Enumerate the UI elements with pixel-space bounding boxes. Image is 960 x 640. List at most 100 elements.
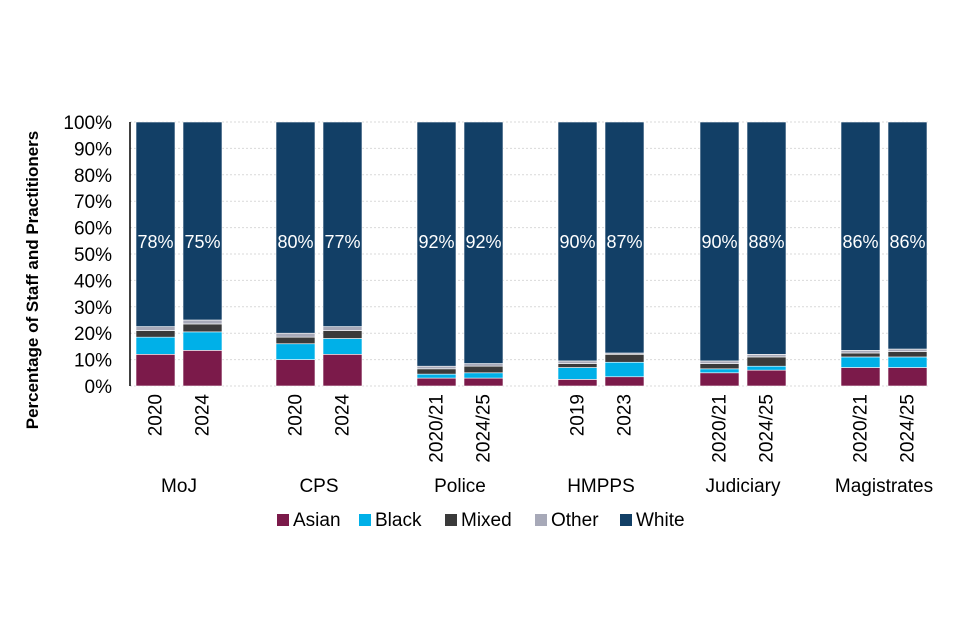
x-bar-label: 2020	[286, 394, 307, 436]
bar-segment-mixed	[275, 336, 316, 345]
bar-segment-other	[275, 332, 316, 338]
bar-segment-asian	[699, 372, 740, 387]
legend-swatch-asian	[277, 514, 289, 526]
y-tick-label: 50%	[74, 245, 112, 266]
bar-segment-black	[135, 336, 176, 355]
bar-segment-white	[604, 121, 645, 354]
legend-swatch-black	[359, 514, 371, 526]
y-tick-label: 40%	[74, 271, 112, 292]
bar-segment-black	[746, 365, 787, 371]
bar-segment-other	[135, 326, 176, 331]
bar-segment-other	[463, 363, 504, 367]
bar-segment-white	[135, 121, 176, 327]
white-share-label: 86%	[889, 232, 925, 252]
x-bar-label: 2024	[333, 394, 354, 437]
bar-segment-black	[604, 361, 645, 378]
bar-segment-other	[557, 360, 598, 364]
white-share-label: 78%	[137, 232, 173, 252]
bar-segment-white	[182, 121, 223, 321]
bar-segment-mixed	[840, 352, 881, 358]
y-tick-label: 80%	[74, 166, 112, 187]
x-bar-label: 2020/21	[710, 394, 731, 463]
bar-segment-black	[416, 373, 457, 379]
bar-segment-mixed	[322, 330, 363, 339]
x-bar-label: 2019	[568, 394, 589, 436]
legend-label: Black	[375, 510, 422, 531]
bar-segment-black	[557, 367, 598, 380]
legend: Asian Black Mixed Other White	[277, 510, 685, 531]
legend-swatch-other	[535, 514, 547, 526]
bar-segment-other	[182, 319, 223, 325]
y-axis-title: Percentage of Staff and Practitioners	[23, 131, 42, 430]
x-group-label: HMPPS	[567, 476, 635, 497]
bars: 78% 75% 80% 77% 92% 92% 90% 87% 90% 88% 86% 86%	[135, 121, 928, 387]
y-axis-ticks: 0% 10% 20% 30% 40% 50% 60% 70% 80% 90% 100%	[63, 113, 112, 398]
bar-segment-mixed	[604, 354, 645, 363]
white-share-label: 90%	[559, 232, 595, 252]
x-bar-label: 2023	[615, 394, 636, 436]
bar-segment-asian	[182, 350, 223, 387]
legend-label: Other	[551, 510, 599, 531]
bar-segment-mixed	[699, 363, 740, 370]
x-group-label: Judiciary	[706, 476, 781, 497]
x-group-label: Magistrates	[835, 476, 933, 497]
white-share-label: 90%	[701, 232, 737, 252]
bar-segment-other	[887, 348, 928, 352]
gridlines	[130, 121, 930, 387]
y-tick-label: 20%	[74, 324, 112, 345]
bar-segment-white	[557, 121, 598, 362]
bar-segment-other	[840, 350, 881, 354]
y-tick-label: 30%	[74, 298, 112, 319]
bar-segment-asian	[887, 367, 928, 387]
legend-label: Asian	[293, 510, 341, 531]
bar-segment-black	[463, 372, 504, 379]
bar-segment-mixed	[887, 351, 928, 358]
legend-label: Mixed	[461, 510, 512, 531]
bar-segment-white	[699, 121, 740, 362]
y-tick-label: 10%	[74, 351, 112, 372]
x-bar-label: 2020/21	[851, 394, 872, 463]
legend-label: White	[636, 510, 685, 531]
bar-segment-black	[699, 368, 740, 374]
x-group-label: MoJ	[161, 476, 197, 497]
x-bar-label: 2024/25	[898, 394, 919, 463]
bar-segment-black	[275, 343, 316, 360]
x-group-label: CPS	[299, 476, 338, 497]
y-tick-label: 70%	[74, 192, 112, 213]
bar-segment-asian	[746, 369, 787, 387]
x-bar-label: 2024/25	[757, 394, 778, 463]
bar-segment-asian	[557, 379, 598, 387]
x-axis-labels: 2020 2024 MoJ 2020 2024 CPS 2020/21 2024/25 Poli…	[146, 394, 934, 497]
bar-segment-mixed	[557, 363, 598, 368]
bar-segment-mixed	[463, 365, 504, 374]
bar-segment-black	[887, 356, 928, 368]
bar-segment-asian	[135, 354, 176, 387]
white-share-label: 77%	[324, 232, 360, 252]
bar-segment-asian	[604, 376, 645, 387]
white-share-label: 88%	[748, 232, 784, 252]
white-share-label: 75%	[184, 232, 220, 252]
white-share-label: 87%	[606, 232, 642, 252]
bar-segment-black	[182, 331, 223, 351]
bar-segment-white	[416, 121, 457, 367]
bar-segment-white	[840, 121, 881, 351]
bar-segment-asian	[463, 377, 504, 387]
bar-segment-other	[416, 365, 457, 370]
bar-segment-mixed	[746, 356, 787, 367]
legend-swatch-white	[620, 514, 632, 526]
y-tick-label: 90%	[74, 139, 112, 160]
legend-swatch-mixed	[445, 514, 457, 526]
x-bar-label: 2020/21	[427, 394, 448, 463]
y-tick-label: 60%	[74, 219, 112, 240]
white-share-label: 92%	[418, 232, 454, 252]
bar-segment-mixed	[182, 323, 223, 333]
bar-segment-asian	[275, 359, 316, 387]
y-tick-label: 100%	[63, 113, 112, 134]
bar-segment-other	[746, 354, 787, 358]
bar-segment-asian	[322, 354, 363, 387]
bar-segment-black	[322, 338, 363, 355]
bar-segment-asian	[840, 367, 881, 387]
bar-segment-white	[746, 121, 787, 355]
white-share-label: 80%	[277, 232, 313, 252]
